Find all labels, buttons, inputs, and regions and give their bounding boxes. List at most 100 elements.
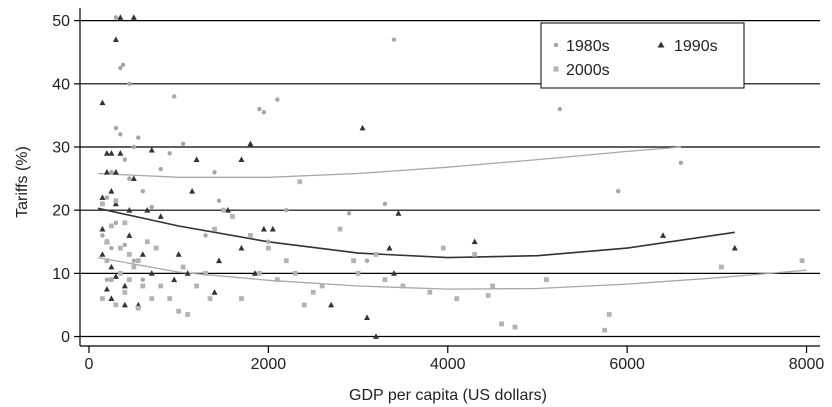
point-2000s-42 xyxy=(602,327,608,333)
point-1990s-36 xyxy=(373,333,379,339)
point-1980s-41 xyxy=(266,239,271,244)
point-2000s-22 xyxy=(212,226,217,232)
point-2000s-48 xyxy=(135,305,141,311)
point-1980s-25 xyxy=(364,258,370,263)
point-2000s-38 xyxy=(499,321,504,327)
point-1990s-43 xyxy=(121,282,128,289)
legend-box xyxy=(540,22,745,89)
point-1980s-8 xyxy=(122,157,128,162)
point-1980s-20 xyxy=(275,97,280,102)
point-2000s-33 xyxy=(382,277,388,283)
point-2000s-5 xyxy=(117,245,123,251)
point-2000s-50 xyxy=(194,283,200,289)
point-1990s-6 xyxy=(117,150,124,156)
point-1990s-32 xyxy=(471,238,478,245)
point-1980s-9 xyxy=(109,170,114,175)
point-1990s-37 xyxy=(328,301,335,308)
point-1980s-32 xyxy=(109,245,114,251)
point-1990s-40 xyxy=(99,251,106,257)
point-2000s-2 xyxy=(122,220,128,226)
axes xyxy=(74,8,820,353)
y-axis-title: Tariffs (%) xyxy=(14,146,31,218)
point-1980s-14 xyxy=(171,94,177,99)
x-tick-label-6000: 6000 xyxy=(609,356,645,373)
point-1990s-33 xyxy=(660,232,667,238)
point-2000s-57 xyxy=(180,264,186,270)
x-tick-label-0: 0 xyxy=(85,356,94,373)
point-1990s-45 xyxy=(108,295,115,302)
point-2000s-46 xyxy=(104,258,110,264)
data-points xyxy=(99,14,805,339)
point-2000s-34 xyxy=(400,283,406,289)
point-2000s-7 xyxy=(135,258,141,264)
x-tick-label-2000: 2000 xyxy=(251,356,287,373)
point-1980s-11 xyxy=(140,189,145,194)
legend-label-1980s: 1980s xyxy=(566,38,610,55)
point-1990s-22 xyxy=(260,225,267,232)
point-1990s-48 xyxy=(148,270,155,276)
point-2000s-45 xyxy=(799,258,805,264)
point-1980s-31 xyxy=(100,233,105,238)
point-2000s-61 xyxy=(454,296,460,302)
y-tick-label-0: 0 xyxy=(61,329,70,346)
point-2000s-40 xyxy=(490,283,496,289)
point-2000s-14 xyxy=(140,283,146,289)
point-2000s-10 xyxy=(131,264,137,270)
point-1990s-38 xyxy=(99,225,106,232)
point-1990s-28 xyxy=(359,124,366,131)
point-2000s-43 xyxy=(606,312,612,317)
point-1990s-1 xyxy=(130,14,137,20)
point-1990s-20 xyxy=(189,188,196,194)
y-tick-label-50: 50 xyxy=(52,13,70,30)
point-2000s-4 xyxy=(104,239,110,245)
point-2000s-11 xyxy=(117,270,123,276)
point-1990s-34 xyxy=(731,244,738,251)
x-tick-label-8000: 8000 xyxy=(789,356,825,373)
point-1990s-30 xyxy=(386,244,393,251)
point-1980s-22 xyxy=(391,37,397,42)
point-1990s-19 xyxy=(247,140,254,147)
point-2000s-17 xyxy=(176,308,182,314)
point-1990s-3 xyxy=(99,99,106,106)
point-1990s-27 xyxy=(211,289,218,295)
point-1980s-30 xyxy=(113,220,119,226)
point-1980s-23 xyxy=(346,211,352,216)
point-1980s-26 xyxy=(557,106,563,112)
point-2000s-24 xyxy=(265,245,271,251)
point-1980s-10 xyxy=(127,176,132,181)
point-1990s-10 xyxy=(108,188,115,194)
point-1990s-14 xyxy=(144,206,151,213)
point-1980s-17 xyxy=(216,198,222,203)
point-1990s-44 xyxy=(103,285,110,292)
x-axis-title: GDP per capita (US dollars) xyxy=(349,387,547,404)
point-1990s-23 xyxy=(269,225,276,232)
point-2000s-25 xyxy=(283,258,289,264)
point-2000s-3 xyxy=(108,223,114,229)
point-2000s-31 xyxy=(351,258,356,264)
point-1990s-4 xyxy=(103,150,110,156)
point-2000s-47 xyxy=(113,302,119,308)
point-1980s-28 xyxy=(678,160,684,165)
point-2000s-12 xyxy=(108,277,114,283)
point-2000s-52 xyxy=(256,270,262,276)
point-1980s-16 xyxy=(212,170,217,175)
point-1980s-24 xyxy=(382,201,388,207)
point-2000s-19 xyxy=(207,296,213,302)
point-2000s-60 xyxy=(373,251,379,257)
point-2000s-30 xyxy=(337,226,343,232)
point-2000s-13 xyxy=(126,277,132,283)
point-1990s-35 xyxy=(364,314,371,320)
point-1990s-25 xyxy=(216,257,223,264)
point-2000s-39 xyxy=(512,324,518,330)
point-1980s-33 xyxy=(122,242,128,248)
trend-line-2000s xyxy=(97,256,807,290)
point-2000s-16 xyxy=(167,296,173,302)
point-1980s-4 xyxy=(113,125,119,131)
point-1980s-40 xyxy=(203,233,208,238)
y-tick-label-40: 40 xyxy=(52,76,70,93)
point-2000s-44 xyxy=(718,264,724,270)
point-2000s-8 xyxy=(144,239,150,245)
point-1990s-5 xyxy=(108,150,115,156)
y-tick-label-10: 10 xyxy=(52,266,70,283)
y-tick-label-20: 20 xyxy=(52,203,70,220)
